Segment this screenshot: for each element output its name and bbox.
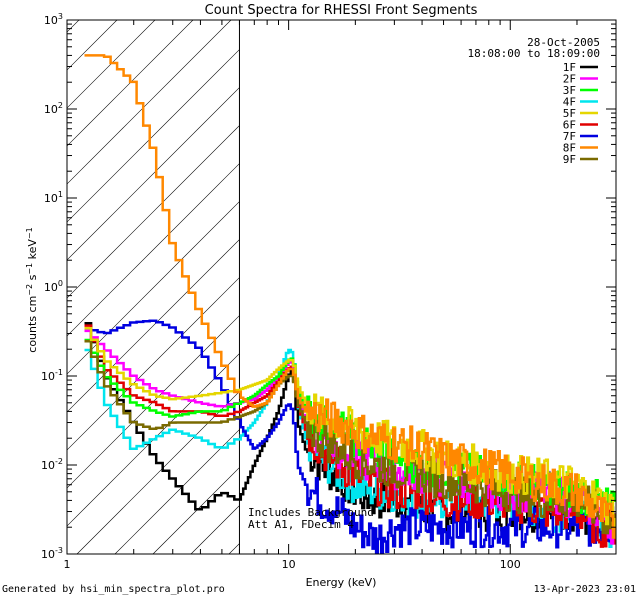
y-tick-label: 103: [44, 12, 63, 27]
y-tick-label: 10-1: [41, 368, 63, 383]
y-tick-label: 101: [44, 190, 63, 205]
footer-generated-by: Generated by hsi_min_spectra_plot.pro: [2, 584, 225, 595]
x-tick-label: 10: [282, 558, 296, 571]
y-axis-label: counts cm−2 s−1 keV−1: [25, 227, 39, 352]
series-line-7F: [84, 319, 616, 554]
y-tick-label: 10-2: [41, 457, 63, 472]
annotation-background: Includes Background: [248, 506, 374, 519]
annotation-date: 28-Oct-2005: [527, 36, 600, 49]
legend-label-2F: 2F: [563, 73, 576, 86]
hatch-line: [67, 20, 194, 147]
chart-title: Count Spectra for RHESSI Front Segments: [205, 3, 478, 18]
hatch-line: [67, 20, 118, 71]
legend-label-8F: 8F: [563, 142, 576, 155]
hatch-line: [67, 20, 232, 185]
y-tick-label: 100: [44, 279, 63, 294]
hatch-line: [67, 20, 270, 223]
legend-label-1F: 1F: [563, 61, 576, 74]
footer-timestamp: 13-Apr-2023 23:01: [533, 584, 636, 595]
series-lines: [84, 54, 616, 554]
legend-label-3F: 3F: [563, 84, 576, 97]
annotation-attenuator: Att A1, FDecim 4: [248, 518, 354, 531]
x-tick-label: 1: [64, 558, 71, 571]
series-line-8F: [84, 54, 616, 539]
legend-label-6F: 6F: [563, 119, 576, 132]
y-tick-label: 102: [44, 101, 63, 116]
legend-label-5F: 5F: [563, 107, 576, 120]
y-tick-label: 10-3: [41, 546, 63, 561]
axis-ticks: 1 10 100 10-3 10-2 10-1 100 101 102 103: [41, 12, 617, 571]
legend-label-4F: 4F: [563, 96, 576, 109]
hatch-line: [67, 20, 156, 109]
x-axis-label: Energy (keV): [306, 576, 377, 589]
x-tick-label: 100: [500, 558, 521, 571]
legend-label-9F: 9F: [563, 153, 576, 166]
annotation-time: 18:08:00 to 18:09:00: [468, 47, 600, 60]
legend-label-7F: 7F: [563, 130, 576, 143]
